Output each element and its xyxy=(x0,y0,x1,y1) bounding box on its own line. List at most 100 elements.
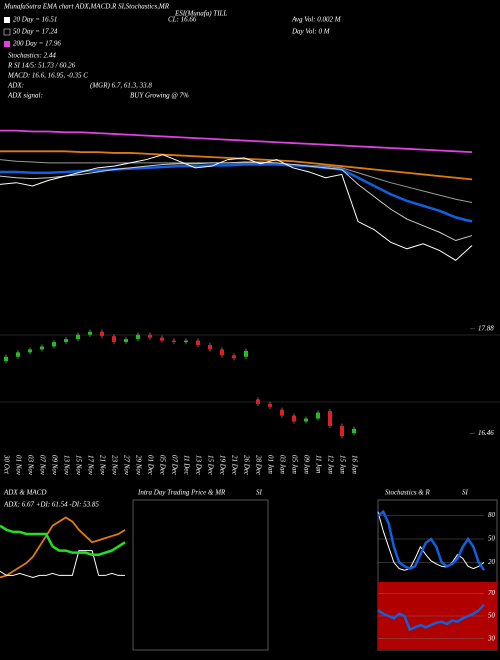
candle-body xyxy=(352,428,356,434)
x-tick-label: 15 Nov xyxy=(74,455,82,476)
y-tick-label: 70 xyxy=(488,589,496,597)
x-tick-label: 09 Jan xyxy=(302,455,310,474)
candle-body xyxy=(100,331,104,337)
panel-title: Intra Day Trading Price & MR xyxy=(137,489,226,497)
swatch xyxy=(3,28,11,36)
candle-body xyxy=(148,334,152,338)
x-tick-label: 01 Dec xyxy=(146,455,154,476)
y-tick-label: 80 xyxy=(488,511,496,519)
x-tick-label: 21 Dec xyxy=(230,455,238,476)
candle-body xyxy=(184,340,188,343)
y-tick-label: 50 xyxy=(488,612,496,620)
panel-subtitle: SI xyxy=(462,489,469,497)
series-line xyxy=(0,550,125,579)
candle-body xyxy=(304,418,308,422)
annotation: ESI(Munafa) TILL xyxy=(174,10,227,18)
candle-body xyxy=(340,425,344,437)
candle-body xyxy=(208,345,212,350)
y-tick-label: 30 xyxy=(487,634,496,642)
candle-body xyxy=(292,415,296,422)
series-line xyxy=(0,161,473,242)
candle-body xyxy=(280,409,284,416)
candle-body xyxy=(16,352,20,357)
annotation: 50 Day = 17.24 xyxy=(13,28,58,36)
annotation: R SI 14/5: 51.73 / 60.26 xyxy=(7,62,76,70)
x-tick-label: 01 Jan xyxy=(266,455,274,474)
candle-body xyxy=(256,399,260,404)
series-line xyxy=(0,516,126,579)
candle-body xyxy=(76,334,80,340)
panel-subtitle: ADX: 6.67 +DI: 61.54 -DI: 53.85 xyxy=(3,501,99,509)
x-tick-label: 17 Nov xyxy=(86,455,94,476)
candle-body xyxy=(316,412,320,419)
annotation: (MGR) 6.7, 61.3, 33.8 xyxy=(90,82,152,90)
candle-body xyxy=(220,349,224,356)
candle-body xyxy=(328,411,332,426)
x-tick-label: 15 Jan xyxy=(338,455,346,474)
x-tick-label: 05 Dec xyxy=(158,455,166,476)
candle-body xyxy=(28,349,32,353)
candle-body xyxy=(88,331,92,335)
annotation: 20 Day = 16.51 xyxy=(13,16,57,24)
x-tick-label: 03 Nov xyxy=(26,455,34,476)
annotation: ADX signal: xyxy=(7,92,43,100)
x-tick-label: 03 Jan xyxy=(278,455,286,474)
x-tick-label: 27 Nov xyxy=(122,455,130,476)
annotation: MunafaSutra EMA chart ADX,MACD,R SI,Stoc… xyxy=(3,3,170,11)
candle-body xyxy=(268,403,272,407)
candle-body xyxy=(244,350,248,357)
x-tick-label: 16 Jan xyxy=(350,455,358,474)
x-tick-label: 13 Nov xyxy=(62,455,70,476)
candle-body xyxy=(112,336,116,343)
x-tick-label: 11 Jan xyxy=(314,455,322,474)
panel-frame xyxy=(132,499,269,651)
swatch xyxy=(4,17,10,23)
x-tick-label: 13 Dec xyxy=(194,455,202,476)
y-tick-label: 50 xyxy=(488,535,496,543)
candle-body xyxy=(160,337,164,341)
annotation: ADX: xyxy=(7,82,24,90)
series-line xyxy=(0,163,473,223)
annotation: Avg Vol: 0.002 M xyxy=(291,16,342,24)
series-line xyxy=(0,129,473,154)
candle-body xyxy=(64,339,68,343)
candle-body xyxy=(172,340,176,343)
annotation: BUY Growing @ 7% xyxy=(130,92,189,100)
candle-body xyxy=(4,356,8,362)
x-tick-label: 30 Oct xyxy=(2,454,10,475)
candle-body xyxy=(136,334,140,340)
candle-body xyxy=(52,342,56,347)
swatch xyxy=(4,41,10,47)
x-tick-label: 01 Nov xyxy=(14,455,22,476)
x-tick-label: 15 Dec xyxy=(206,455,214,476)
series-line xyxy=(377,511,485,571)
series-line xyxy=(377,509,486,571)
x-tick-label: 07 Dec xyxy=(170,455,178,476)
panel-title: Stochastics & R xyxy=(385,489,430,497)
x-tick-label: 21 Nov xyxy=(98,455,106,476)
x-tick-label: 05 Jan xyxy=(290,455,298,474)
x-tick-label: 29 Nov xyxy=(134,455,142,476)
y-tick-label: 16.46 xyxy=(478,429,494,437)
annotation: CL: 16.66 xyxy=(168,16,197,24)
candle-body xyxy=(40,346,44,350)
x-tick-label: 12 Jan xyxy=(326,455,334,474)
candle-body xyxy=(124,339,128,343)
x-tick-label: 26 Dec xyxy=(242,455,250,476)
y-tick-label: 20 xyxy=(488,558,496,566)
annotation: Day Vol: 0 M xyxy=(291,28,331,36)
panel-subtitle: SI xyxy=(256,489,263,497)
panel-title: ADX & MACD xyxy=(3,489,46,497)
series-line xyxy=(377,603,485,632)
x-tick-label: 11 Dec xyxy=(182,455,190,475)
candle-body xyxy=(196,340,200,345)
x-tick-label: 28 Dec xyxy=(254,455,262,476)
x-tick-label: 09 Nov xyxy=(50,455,58,476)
annotation: Stochastics: 2.44 xyxy=(8,52,56,60)
series-line xyxy=(0,154,473,261)
candle-body xyxy=(232,355,236,359)
x-tick-label: 19 Dec xyxy=(218,455,226,476)
y-tick-label: 17.88 xyxy=(478,324,494,332)
annotation: MACD: 16.6, 16.95, -0.35 C xyxy=(7,72,88,80)
